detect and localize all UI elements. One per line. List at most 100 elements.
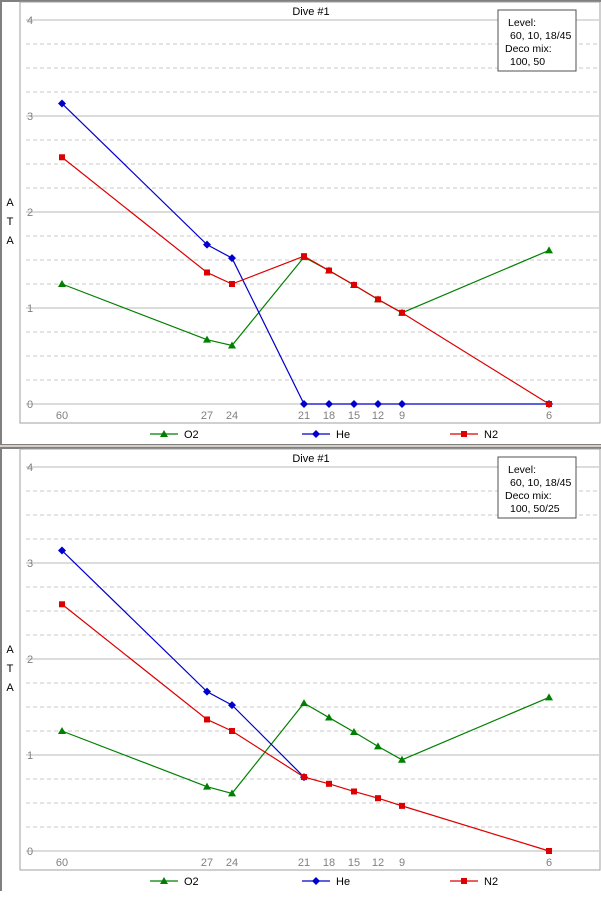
y-tick-label: 4	[27, 15, 33, 27]
y-tick-label: 1	[27, 303, 33, 315]
data-point	[399, 802, 405, 809]
info-box-text: Level:	[508, 17, 536, 29]
y-axis-label: A T A	[3, 194, 17, 251]
data-point	[350, 727, 358, 735]
y-axis-label-text: A T A	[6, 644, 14, 694]
data-point	[58, 280, 66, 287]
legend-label: N2	[484, 429, 498, 441]
y-tick-label: 3	[27, 558, 33, 570]
data-point	[228, 789, 236, 797]
data-point	[301, 253, 307, 260]
y-tick-label: 0	[27, 846, 33, 858]
x-tick-label: 6	[546, 857, 552, 869]
x-tick-label: 18	[323, 410, 335, 422]
y-tick-label: 2	[27, 654, 33, 666]
info-box-text: Deco mix:	[505, 490, 552, 502]
info-box-text: 60, 10, 18/45	[510, 30, 571, 42]
data-point	[350, 400, 358, 408]
data-point	[160, 430, 168, 437]
legend-label: He	[336, 876, 350, 888]
x-tick-label: 60	[56, 857, 68, 869]
data-point	[461, 878, 467, 884]
legend-label: O2	[184, 429, 199, 441]
x-tick-label: 12	[372, 410, 384, 422]
y-tick-label: 3	[27, 111, 33, 123]
series-he	[58, 99, 553, 408]
info-box-text: Level:	[508, 464, 536, 476]
chart-title: Dive #1	[292, 453, 329, 465]
data-point	[374, 400, 382, 408]
x-tick-label: 27	[201, 857, 213, 869]
series-o2	[58, 693, 553, 797]
data-point	[59, 601, 65, 608]
data-point	[204, 269, 210, 276]
data-point	[203, 687, 211, 696]
info-box	[497, 9, 577, 72]
data-point	[160, 877, 168, 884]
data-point	[203, 335, 211, 343]
data-point	[58, 546, 66, 555]
y-tick-label: 0	[27, 399, 33, 411]
data-point	[312, 877, 320, 885]
legend-label: He	[336, 429, 350, 441]
legend-item-o2: O2	[150, 429, 199, 441]
x-tick-label: 60	[56, 410, 68, 422]
info-box-text: 100, 50	[510, 56, 545, 68]
data-point	[545, 693, 553, 701]
data-point	[398, 400, 406, 408]
x-tick-label: 15	[348, 857, 360, 869]
data-point	[546, 401, 552, 407]
data-point	[203, 240, 211, 249]
x-tick-label: 18	[323, 857, 335, 869]
data-point	[229, 281, 235, 287]
data-point	[228, 701, 236, 710]
data-point	[375, 795, 381, 802]
panel-divider	[0, 444, 601, 447]
x-tick-label: 21	[298, 410, 310, 422]
x-tick-label: 9	[399, 857, 405, 869]
data-point	[228, 341, 236, 349]
data-point	[351, 788, 357, 795]
data-point	[59, 154, 65, 161]
data-point	[204, 716, 210, 723]
x-tick-label: 12	[372, 857, 384, 869]
legend-label: N2	[484, 876, 498, 888]
chart-panel-1: A T A 0 1 2 3 4 60 27 24 21 18 15 12 9 6 Dive #1 Level:…	[0, 0, 601, 444]
data-point	[300, 400, 308, 408]
data-point	[545, 246, 553, 254]
x-tick-label: 21	[298, 857, 310, 869]
data-point	[301, 774, 307, 781]
x-tick-label: 15	[348, 410, 360, 422]
data-point	[229, 728, 235, 734]
y-tick-label: 4	[27, 462, 33, 474]
x-tick-label: 9	[399, 410, 405, 422]
data-point	[351, 281, 357, 288]
chart-panel-2: A T A 0 1 2 3 4 60 27 24 21 18 15 12 9 6 Dive #1 Level:…	[0, 447, 601, 891]
y-axis-label-text: A T A	[6, 197, 14, 247]
x-tick-label: 6	[546, 410, 552, 422]
y-tick-label: 2	[27, 207, 33, 219]
data-point	[228, 254, 236, 263]
info-box-text: 100, 50/25	[510, 503, 560, 515]
data-point	[312, 430, 320, 438]
data-point	[325, 713, 333, 721]
chart-frame	[0, 0, 601, 444]
data-point	[546, 848, 552, 854]
data-point	[300, 699, 308, 707]
x-tick-label: 24	[226, 410, 238, 422]
data-point	[58, 99, 66, 108]
series-n2	[59, 601, 552, 854]
data-point	[326, 267, 332, 274]
data-point	[325, 400, 333, 408]
info-box-text: Deco mix:	[505, 43, 552, 55]
y-axis-label: A T A	[3, 641, 17, 698]
chart-title: Dive #1	[292, 6, 329, 18]
x-tick-label: 24	[226, 857, 238, 869]
series-line	[61, 550, 305, 778]
legend-item-he: He	[302, 876, 350, 888]
legend-item-n2: N2	[450, 876, 498, 888]
data-point	[461, 431, 467, 437]
legend-item-n2: N2	[450, 429, 498, 441]
